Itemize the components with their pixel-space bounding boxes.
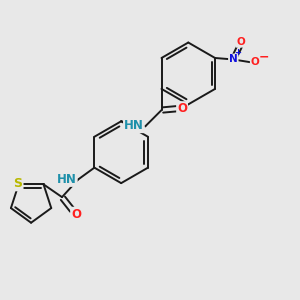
- Text: N: N: [229, 55, 238, 64]
- Text: O: O: [236, 37, 245, 47]
- Text: +: +: [234, 49, 241, 58]
- Text: O: O: [71, 208, 81, 221]
- Text: −: −: [259, 51, 269, 64]
- Text: S: S: [14, 177, 22, 190]
- Text: HN: HN: [57, 173, 77, 186]
- Text: O: O: [251, 57, 260, 67]
- Text: HN: HN: [124, 119, 144, 132]
- Text: O: O: [177, 102, 187, 115]
